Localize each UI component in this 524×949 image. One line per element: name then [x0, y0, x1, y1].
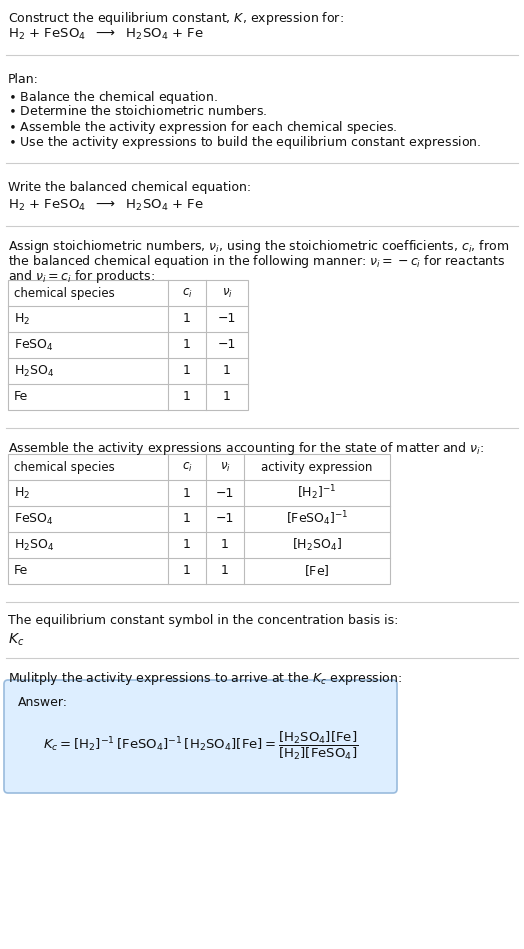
FancyBboxPatch shape	[4, 680, 397, 793]
Text: 1: 1	[223, 390, 231, 403]
Text: $\bullet$ Determine the stoichiometric numbers.: $\bullet$ Determine the stoichiometric n…	[8, 104, 267, 118]
Text: Construct the equilibrium constant, $K$, expression for:: Construct the equilibrium constant, $K$,…	[8, 10, 344, 27]
Text: 1: 1	[183, 512, 191, 526]
Text: −1: −1	[216, 512, 234, 526]
Text: the balanced chemical equation in the following manner: $\nu_i = -c_i$ for react: the balanced chemical equation in the fo…	[8, 253, 506, 270]
Text: $\bullet$ Use the activity expressions to build the equilibrium constant express: $\bullet$ Use the activity expressions t…	[8, 134, 481, 151]
Text: $[\mathrm{H_2SO_4}]$: $[\mathrm{H_2SO_4}]$	[292, 537, 342, 553]
Text: 1: 1	[221, 538, 229, 551]
Text: $\bullet$ Assemble the activity expression for each chemical species.: $\bullet$ Assemble the activity expressi…	[8, 119, 397, 136]
Text: $\nu_i$: $\nu_i$	[222, 287, 233, 300]
Text: 1: 1	[183, 390, 191, 403]
Text: $K_c = [\mathrm{H_2}]^{-1}\,[\mathrm{FeSO_4}]^{-1}\,[\mathrm{H_2SO_4}][\mathrm{F: $K_c = [\mathrm{H_2}]^{-1}\,[\mathrm{FeS…	[43, 730, 358, 762]
Text: $\mathrm{FeSO_4}$: $\mathrm{FeSO_4}$	[14, 512, 54, 527]
Text: and $\nu_i = c_i$ for products:: and $\nu_i = c_i$ for products:	[8, 268, 155, 285]
Text: The equilibrium constant symbol in the concentration basis is:: The equilibrium constant symbol in the c…	[8, 614, 398, 627]
Text: Assemble the activity expressions accounting for the state of matter and $\nu_i$: Assemble the activity expressions accoun…	[8, 440, 484, 457]
Text: 1: 1	[183, 487, 191, 499]
Text: $\mathrm{H_2}$ + FeSO$_4$  $\longrightarrow$  $\mathrm{H_2SO_4}$ + Fe: $\mathrm{H_2}$ + FeSO$_4$ $\longrightarr…	[8, 198, 204, 214]
Text: chemical species: chemical species	[14, 287, 115, 300]
Text: Assign stoichiometric numbers, $\nu_i$, using the stoichiometric coefficients, $: Assign stoichiometric numbers, $\nu_i$, …	[8, 238, 509, 255]
Bar	[8, 454, 390, 584]
Text: $[\mathrm{Fe}]$: $[\mathrm{Fe}]$	[304, 564, 330, 579]
Text: 1: 1	[183, 312, 191, 326]
Text: $\nu_i$: $\nu_i$	[220, 460, 231, 474]
Text: Fe: Fe	[14, 390, 28, 403]
Text: chemical species: chemical species	[14, 460, 115, 474]
Text: $c_i$: $c_i$	[182, 287, 192, 300]
Text: $\mathrm{H_2SO_4}$: $\mathrm{H_2SO_4}$	[14, 363, 54, 379]
Text: $\mathrm{H_2SO_4}$: $\mathrm{H_2SO_4}$	[14, 537, 54, 552]
Text: Plan:: Plan:	[8, 73, 39, 86]
Text: Write the balanced chemical equation:: Write the balanced chemical equation:	[8, 181, 251, 194]
Text: $\mathrm{FeSO_4}$: $\mathrm{FeSO_4}$	[14, 338, 54, 352]
Text: $\mathrm{H_2}$: $\mathrm{H_2}$	[14, 486, 30, 500]
Text: 1: 1	[223, 364, 231, 378]
Text: Mulitply the activity expressions to arrive at the $K_c$ expression:: Mulitply the activity expressions to arr…	[8, 670, 402, 687]
Text: 1: 1	[221, 565, 229, 578]
Text: $\bullet$ Balance the chemical equation.: $\bullet$ Balance the chemical equation.	[8, 89, 218, 106]
Text: −1: −1	[218, 312, 236, 326]
Text: $[\mathrm{H_2}]^{-1}$: $[\mathrm{H_2}]^{-1}$	[297, 484, 337, 502]
Text: $c_i$: $c_i$	[182, 460, 192, 474]
Text: 1: 1	[183, 339, 191, 351]
Text: Answer:: Answer:	[18, 696, 68, 709]
Text: activity expression: activity expression	[261, 460, 373, 474]
Text: $\mathrm{H_2}$: $\mathrm{H_2}$	[14, 311, 30, 326]
Text: −1: −1	[218, 339, 236, 351]
Text: $[\mathrm{FeSO_4}]^{-1}$: $[\mathrm{FeSO_4}]^{-1}$	[286, 510, 348, 529]
Text: Fe: Fe	[14, 565, 28, 578]
Text: 1: 1	[183, 565, 191, 578]
Text: $K_c$: $K_c$	[8, 632, 24, 648]
Text: 1: 1	[183, 538, 191, 551]
Text: −1: −1	[216, 487, 234, 499]
Text: 1: 1	[183, 364, 191, 378]
Text: $\mathrm{H_2}$ + FeSO$_4$  $\longrightarrow$  $\mathrm{H_2SO_4}$ + Fe: $\mathrm{H_2}$ + FeSO$_4$ $\longrightarr…	[8, 27, 204, 42]
Bar	[8, 280, 248, 410]
